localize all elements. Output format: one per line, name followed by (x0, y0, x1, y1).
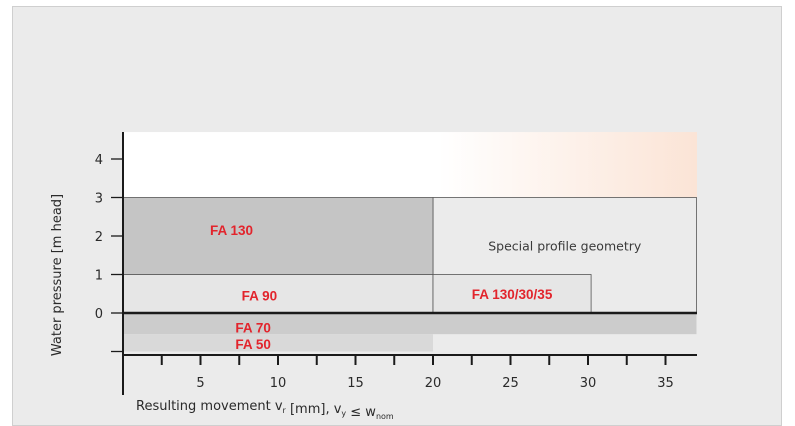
y-tick-label: 0 (95, 307, 103, 322)
region-fa-130 (122, 197, 434, 275)
upper-background (123, 132, 697, 198)
x-tick-label: 20 (425, 376, 442, 391)
region-fa-70 (123, 313, 697, 335)
chart-panel: 0 1 2 3 4 5 10 15 20 25 30 35 Resulting movement vr … (12, 6, 782, 426)
x-tick-label: 5 (196, 376, 204, 391)
label-fa-50: FA 50 (235, 337, 271, 352)
y-tick-label: 3 (95, 192, 103, 207)
y-tick-label: 1 (95, 269, 103, 284)
label-fa-70: FA 70 (235, 321, 271, 336)
x-tick-label: 10 (270, 376, 287, 391)
region-fa-90 (122, 274, 434, 314)
x-tick-label: 35 (657, 376, 674, 391)
x-tick-label: 25 (502, 376, 519, 391)
axes-layer: 0 1 2 3 4 5 10 15 20 25 30 35 Resulting movement vr … (50, 132, 697, 421)
region-fa-50 (123, 334, 433, 352)
x-tick-label: 30 (580, 376, 597, 391)
y-axis-title: Water pressure [m head] (50, 194, 65, 356)
x-axis-title: Resulting movement vr [mm], vy ≤ wnom (136, 399, 394, 421)
x-tick-label: 15 (347, 376, 364, 391)
y-tick-label: 4 (95, 153, 103, 168)
y-tick-label: 2 (95, 230, 103, 245)
label-layer: Special profile geometry FA 130 FA 90 FA 13… (210, 223, 642, 352)
label-fa-90: FA 90 (242, 289, 278, 304)
label-fa-130-30-35: FA 130/30/35 (472, 287, 553, 302)
label-special-profile-geometry: Special profile geometry (488, 239, 642, 254)
label-fa-130: FA 130 (210, 223, 253, 238)
chart: 0 1 2 3 4 5 10 15 20 25 30 35 Resulting movement vr … (50, 132, 697, 421)
region-layer (122, 132, 697, 352)
